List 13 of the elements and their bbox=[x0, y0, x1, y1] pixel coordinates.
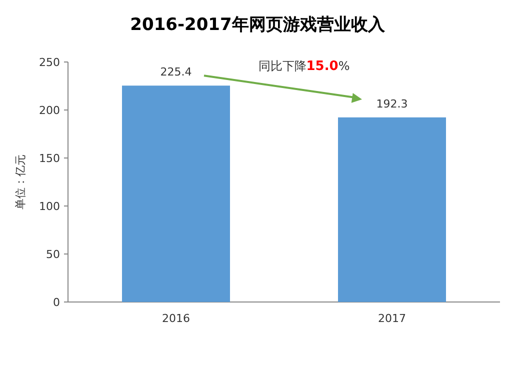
data-label: 192.3 bbox=[376, 97, 408, 110]
chart-title: 2016-2017年网页游戏营业收入 bbox=[130, 15, 386, 35]
y-tick-label: 250 bbox=[39, 56, 60, 69]
y-axis-title: 单位：亿元 bbox=[14, 154, 27, 210]
y-tick-label: 50 bbox=[46, 248, 60, 261]
y-tick-label: 0 bbox=[53, 296, 60, 309]
annotation: 同比下降15.0% bbox=[258, 59, 350, 74]
data-label: 225.4 bbox=[160, 66, 192, 79]
x-tick-label: 2017 bbox=[378, 312, 406, 325]
y-tick-label: 150 bbox=[39, 152, 60, 165]
y-tick-label: 200 bbox=[39, 104, 60, 117]
y-tick-label: 100 bbox=[39, 200, 60, 213]
x-tick-label: 2016 bbox=[162, 312, 190, 325]
